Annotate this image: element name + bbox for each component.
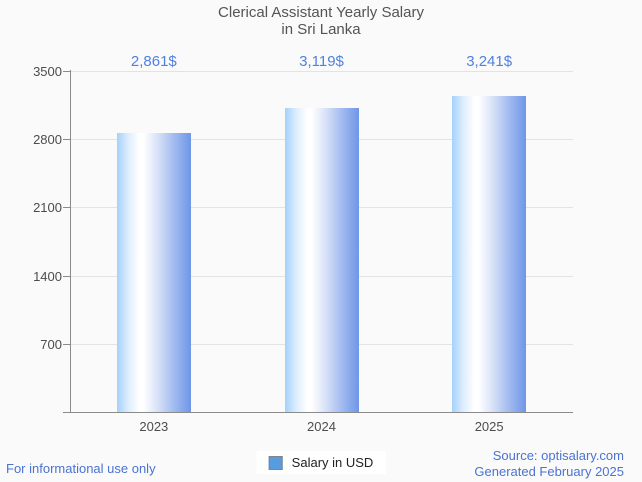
y-axis-tick <box>63 207 70 209</box>
y-axis-label: 3500 <box>33 64 62 79</box>
y-axis-label: 700 <box>40 336 62 352</box>
y-axis-tick <box>63 275 70 277</box>
x-axis-label: 2024 <box>307 419 336 434</box>
y-axis-label: 1400 <box>33 268 62 284</box>
y-axis-tick <box>63 71 70 72</box>
legend: Salary in USD <box>256 451 386 474</box>
source-block: Source: optisalary.com Generated Februar… <box>474 448 624 480</box>
bar-value-label: 3,241$ <box>466 53 513 70</box>
x-axis-line <box>63 412 573 413</box>
chart-title-line1: Clerical Assistant Yearly Salary <box>218 4 424 21</box>
bar-value-label: 2,861$ <box>130 53 177 70</box>
bar-value-label: 3,119$ <box>299 53 344 70</box>
source-text: Source: optisalary.com <box>492 448 624 463</box>
generated-text: Generated February 2025 <box>474 464 624 479</box>
y-axis-line <box>70 70 71 412</box>
chart-title: Clerical Assistant Yearly Salary in Sri … <box>0 4 642 38</box>
bar-2023[interactable] <box>116 133 191 412</box>
chart-title-line2: in Sri Lanka <box>281 21 361 38</box>
y-axis-label: 2100 <box>33 200 62 216</box>
y-axis-tick <box>63 343 70 345</box>
y-axis-label: 2800 <box>33 132 62 148</box>
x-axis-label: 2025 <box>474 419 504 434</box>
legend-swatch-icon <box>268 455 283 470</box>
gridline <box>70 71 573 72</box>
bar-2024[interactable] <box>284 108 359 412</box>
disclaimer-text: For informational use only <box>6 461 156 476</box>
legend-label: Salary in USD <box>291 455 374 470</box>
y-axis-tick <box>63 139 70 141</box>
x-axis-label: 2023 <box>139 419 169 434</box>
bar-2025[interactable] <box>452 96 527 412</box>
